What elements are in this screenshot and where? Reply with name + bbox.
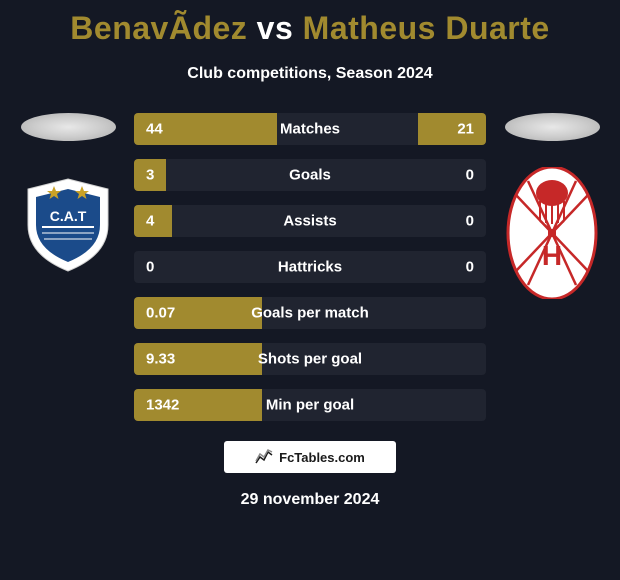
brand-text: FcTables.com [279, 450, 365, 465]
stat-left-value: 44 [146, 121, 163, 138]
stat-label: Matches [280, 121, 340, 138]
team-right-column: H [492, 113, 612, 421]
player-right-name: Matheus Duarte [303, 10, 550, 46]
stat-label: Shots per goal [258, 351, 362, 368]
stat-label: Hattricks [278, 259, 342, 276]
main-area: C.A.T 44 Matches 21 3 Goals 0 4 Assists 0 0 Hattri… [0, 113, 620, 421]
team-right-badge-icon: H [506, 185, 598, 281]
stat-row: 1342 Min per goal [134, 389, 486, 421]
stat-row: 44 Matches 21 [134, 113, 486, 145]
stat-row: 4 Assists 0 [134, 205, 486, 237]
stat-label: Goals [289, 167, 331, 184]
brand-badge[interactable]: FcTables.com [224, 441, 396, 473]
stat-left-value: 4 [146, 213, 154, 230]
stat-row: 9.33 Shots per goal [134, 343, 486, 375]
stat-row: 3 Goals 0 [134, 159, 486, 191]
stats-column: 44 Matches 21 3 Goals 0 4 Assists 0 0 Hattricks 0 0.… [128, 113, 492, 421]
player-right-avatar [505, 113, 600, 141]
stat-right-value: 21 [457, 121, 474, 138]
stat-label: Min per goal [266, 397, 354, 414]
stat-label: Goals per match [251, 305, 369, 322]
stat-left-value: 0.07 [146, 305, 175, 322]
stat-row: 0 Hattricks 0 [134, 251, 486, 283]
stat-right-value: 0 [466, 213, 474, 230]
comparison-title: BenavÃ­dez vs Matheus Duarte [0, 0, 620, 47]
stat-left-value: 3 [146, 167, 154, 184]
stat-label: Assists [283, 213, 336, 230]
vs-separator: vs [257, 10, 294, 46]
svg-text:C.A.T: C.A.T [50, 208, 87, 224]
subtitle: Club competitions, Season 2024 [0, 65, 620, 83]
team-left-column: C.A.T [8, 113, 128, 421]
team-left-badge-icon: C.A.T [22, 177, 114, 273]
stat-left-value: 1342 [146, 397, 179, 414]
stat-left-value: 9.33 [146, 351, 175, 368]
stat-right-value: 0 [466, 259, 474, 276]
player-left-avatar [21, 113, 116, 141]
player-left-name: BenavÃ­dez [70, 10, 247, 46]
stat-right-value: 0 [466, 167, 474, 184]
stat-fill-right [418, 113, 486, 145]
chart-icon [255, 449, 273, 465]
date-text: 29 november 2024 [0, 491, 620, 509]
stat-row: 0.07 Goals per match [134, 297, 486, 329]
stat-left-value: 0 [146, 259, 154, 276]
svg-text:H: H [542, 240, 562, 271]
